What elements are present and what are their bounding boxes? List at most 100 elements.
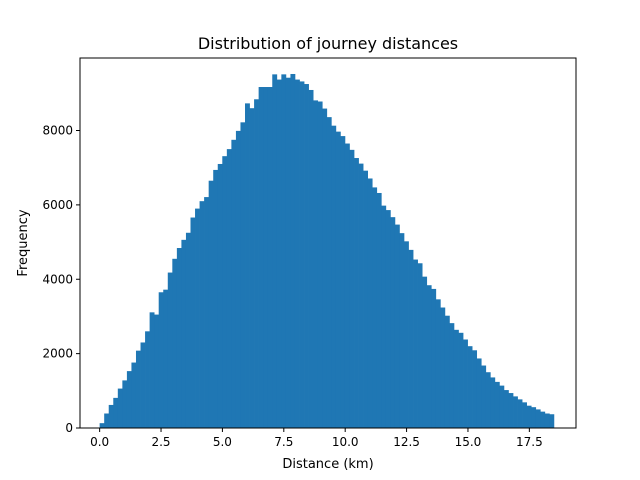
histogram-bar — [158, 292, 164, 428]
histogram-bar — [435, 299, 441, 428]
x-tick-label: 0.0 — [90, 435, 109, 449]
x-tick-label: 10.0 — [332, 435, 359, 449]
histogram-bar — [535, 409, 541, 428]
histogram-bar — [281, 74, 287, 429]
y-tick-label: 6000 — [42, 198, 73, 212]
histogram-bar — [494, 381, 500, 428]
histogram-bar — [440, 307, 446, 428]
x-tick-label: 17.5 — [516, 435, 543, 449]
histogram-bar — [531, 407, 537, 428]
histogram-bar — [503, 390, 509, 428]
histogram-bar — [263, 87, 269, 428]
histogram-bar — [322, 108, 328, 428]
histogram-bar — [513, 396, 518, 428]
histogram-bar — [472, 350, 478, 428]
histogram-bar — [444, 315, 450, 428]
chart-title: Distribution of journey distances — [198, 34, 458, 53]
histogram-bar — [544, 413, 550, 428]
histogram-bar — [335, 131, 341, 428]
histogram-bar — [254, 99, 259, 428]
histogram-bar — [540, 411, 546, 428]
histogram-bar — [417, 263, 423, 428]
histogram-bar — [490, 377, 496, 428]
histogram-bar — [313, 100, 319, 428]
histogram-bar — [394, 224, 400, 428]
histogram-bar — [126, 371, 132, 428]
histogram-bar — [458, 332, 464, 428]
histogram-bar — [113, 397, 119, 428]
x-tick-label: 15.0 — [455, 435, 482, 449]
histogram-bar — [294, 79, 300, 428]
histogram-bar — [208, 180, 214, 428]
histogram-bar — [363, 170, 368, 429]
histogram-bar — [167, 272, 173, 428]
y-axis-label: Frequency — [16, 209, 31, 276]
histogram-bar — [195, 208, 200, 428]
histogram-bar — [358, 163, 364, 429]
histogram-bar — [272, 74, 278, 429]
histogram-bar — [499, 385, 505, 428]
histogram-bar — [508, 393, 514, 428]
histogram-bar — [308, 89, 314, 428]
histogram-bar — [122, 380, 128, 428]
histogram-bar — [176, 248, 182, 428]
histogram-bar — [299, 81, 305, 429]
histogram-bar — [258, 87, 264, 428]
histogram-bar — [149, 312, 155, 428]
histogram-bar — [245, 103, 250, 429]
histogram-bar — [476, 358, 482, 428]
histogram-bar — [185, 232, 191, 428]
histogram-bar — [385, 210, 391, 428]
histogram-bar — [404, 241, 409, 428]
histogram-bar — [108, 404, 114, 428]
histogram-bar — [431, 288, 437, 428]
histogram-bar — [467, 346, 473, 428]
histogram-bar — [481, 365, 487, 428]
histogram-bar — [222, 156, 228, 429]
histogram-bar — [213, 169, 219, 428]
histogram-bar — [326, 117, 332, 428]
y-tick-label: 4000 — [42, 272, 73, 286]
histogram-bar — [522, 402, 527, 428]
x-tick-label: 12.5 — [393, 435, 420, 449]
histogram-bar — [372, 187, 378, 428]
histogram-bar — [135, 350, 141, 428]
y-tick-label: 0 — [65, 421, 73, 435]
histogram-bar — [163, 289, 169, 428]
x-tick-label: 2.5 — [151, 435, 170, 449]
histogram-bar — [463, 339, 468, 428]
histogram-bar — [190, 217, 196, 428]
y-axis: 0 2000 4000 6000 8000 — [42, 124, 80, 435]
histogram-bar — [199, 201, 205, 428]
x-axis-label: Distance (km) — [282, 457, 373, 472]
histogram-bar — [408, 249, 414, 428]
histogram-bar — [413, 259, 418, 428]
histogram-bar — [131, 362, 137, 428]
histogram-bar — [140, 342, 146, 428]
y-tick-label: 2000 — [42, 347, 73, 361]
histogram-bar — [349, 149, 355, 428]
histogram-bar — [399, 233, 405, 428]
histogram-bar — [172, 258, 178, 428]
histogram-bar — [485, 372, 491, 428]
histogram-bar — [517, 399, 523, 428]
histogram-bar — [285, 77, 291, 429]
histogram-bar — [390, 217, 396, 428]
histogram-bar — [549, 414, 555, 428]
histogram-bar — [453, 329, 459, 428]
plot-frame — [79, 57, 577, 429]
x-axis: 0.0 2.5 5.0 7.5 10.0 12.5 15.0 17.5 — [90, 428, 543, 449]
histogram-bar — [240, 122, 246, 428]
histogram-bar — [117, 388, 123, 428]
histogram-bars — [99, 73, 555, 429]
histogram-bar — [354, 158, 359, 428]
histogram-bar — [367, 178, 373, 428]
histogram-bar — [267, 87, 273, 428]
histogram-bar — [381, 205, 387, 428]
histogram-bar — [331, 125, 337, 429]
histogram-bar — [249, 108, 255, 428]
histogram-bar — [376, 192, 382, 428]
histogram-bar — [226, 149, 232, 429]
x-tick-label: 7.5 — [274, 435, 293, 449]
